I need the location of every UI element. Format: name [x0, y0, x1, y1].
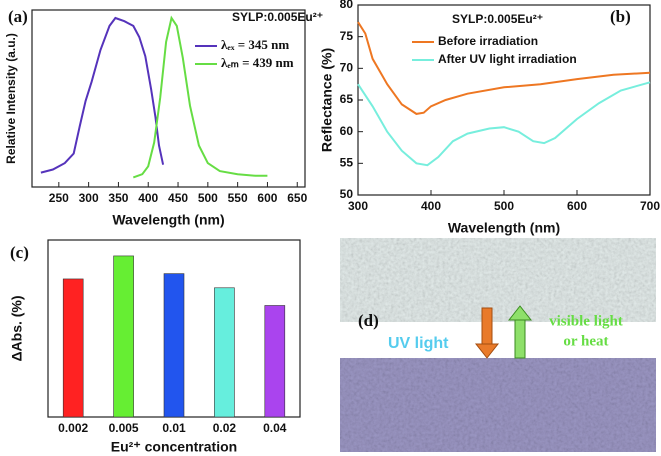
panel-label: (b)	[610, 7, 631, 26]
legend-title: SYLP:0.005Eu²⁺	[232, 10, 323, 24]
x-tick-label: 400	[138, 191, 158, 205]
x-tick-label: 450	[168, 191, 188, 205]
bar	[214, 287, 235, 418]
bar	[62, 278, 84, 418]
x-tick-label: 0.002	[58, 421, 88, 435]
x-tick-label: 300	[79, 191, 99, 205]
line-series	[357, 21, 651, 115]
x-tick-label: 650	[287, 191, 307, 205]
sample-before	[340, 238, 656, 322]
arrow-down	[481, 307, 493, 347]
legend-label: After UV light irradiation	[438, 52, 577, 66]
line-series	[357, 81, 651, 167]
y-axis-title: Relative Intensity (a.u.)	[4, 33, 18, 164]
arrow-down-head	[474, 343, 500, 359]
x-tick-label: 700	[640, 199, 660, 213]
x-tick-label: 400	[421, 199, 441, 213]
arrow-up-head	[507, 305, 533, 321]
legend-label: λₑₘ = 439 nm	[221, 55, 294, 70]
x-tick-label: 350	[108, 191, 128, 205]
y-tick-label: 65	[340, 92, 354, 106]
y-tick-label: 80	[340, 0, 354, 11]
plot-frame	[31, 9, 306, 188]
arrow-up	[514, 317, 526, 359]
x-tick-label: 250	[49, 191, 69, 205]
sample-after	[340, 358, 656, 452]
x-tick-label: 550	[228, 191, 248, 205]
x-axis-title: Eu²⁺ concentration	[111, 439, 237, 455]
x-tick-label: 0.01	[162, 421, 186, 435]
x-tick-label: 600	[567, 199, 587, 213]
x-tick-label: 0.04	[263, 421, 287, 435]
legend-title: SYLP:0.005Eu²⁺	[452, 12, 543, 26]
x-tick-label: 0.02	[213, 421, 237, 435]
x-tick-label: 500	[494, 199, 514, 213]
x-tick-label: 500	[198, 191, 218, 205]
y-axis-title: ΔAbs. (%)	[9, 295, 25, 361]
x-tick-label: 0.005	[109, 421, 139, 435]
panel-d: (d) UV light visible light or heat	[340, 238, 656, 452]
y-tick-label: 60	[340, 124, 354, 138]
x-tick-label: 300	[348, 199, 368, 213]
panel-label: (d)	[358, 311, 379, 330]
x-tick-label: 600	[257, 191, 277, 205]
legend-label: Before irradiation	[438, 34, 538, 48]
y-axis-title: Reflectance (%)	[319, 48, 335, 152]
line-series	[132, 15, 268, 179]
y-tick-label: 75	[340, 29, 354, 43]
panel-label: (a)	[8, 7, 28, 26]
heat-text: or heat	[563, 333, 608, 349]
y-tick-label: 70	[340, 61, 354, 75]
uv-text: UV light	[388, 335, 449, 352]
line-series	[40, 16, 165, 174]
y-tick-label: 50	[340, 187, 354, 201]
visible-text: visible light	[549, 313, 623, 329]
bar	[264, 305, 286, 418]
bar	[113, 255, 134, 418]
x-axis-title: Wavelength (nm)	[112, 212, 224, 228]
panel-label: (c)	[10, 243, 29, 262]
legend-label: λₑₓ = 345 nm	[221, 37, 289, 52]
x-axis-title: Wavelength (nm)	[448, 220, 560, 236]
bar	[163, 273, 185, 418]
y-tick-label: 55	[340, 156, 354, 170]
